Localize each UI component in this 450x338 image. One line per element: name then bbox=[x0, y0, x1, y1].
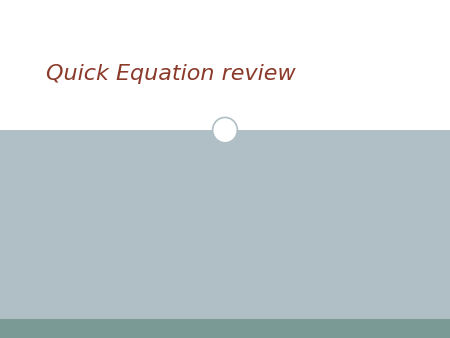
Ellipse shape bbox=[212, 117, 238, 143]
Bar bbox=[0, 319, 450, 338]
Text: Quick Equation review: Quick Equation review bbox=[46, 64, 296, 84]
Bar bbox=[0, 130, 450, 319]
Bar bbox=[0, 0, 450, 130]
